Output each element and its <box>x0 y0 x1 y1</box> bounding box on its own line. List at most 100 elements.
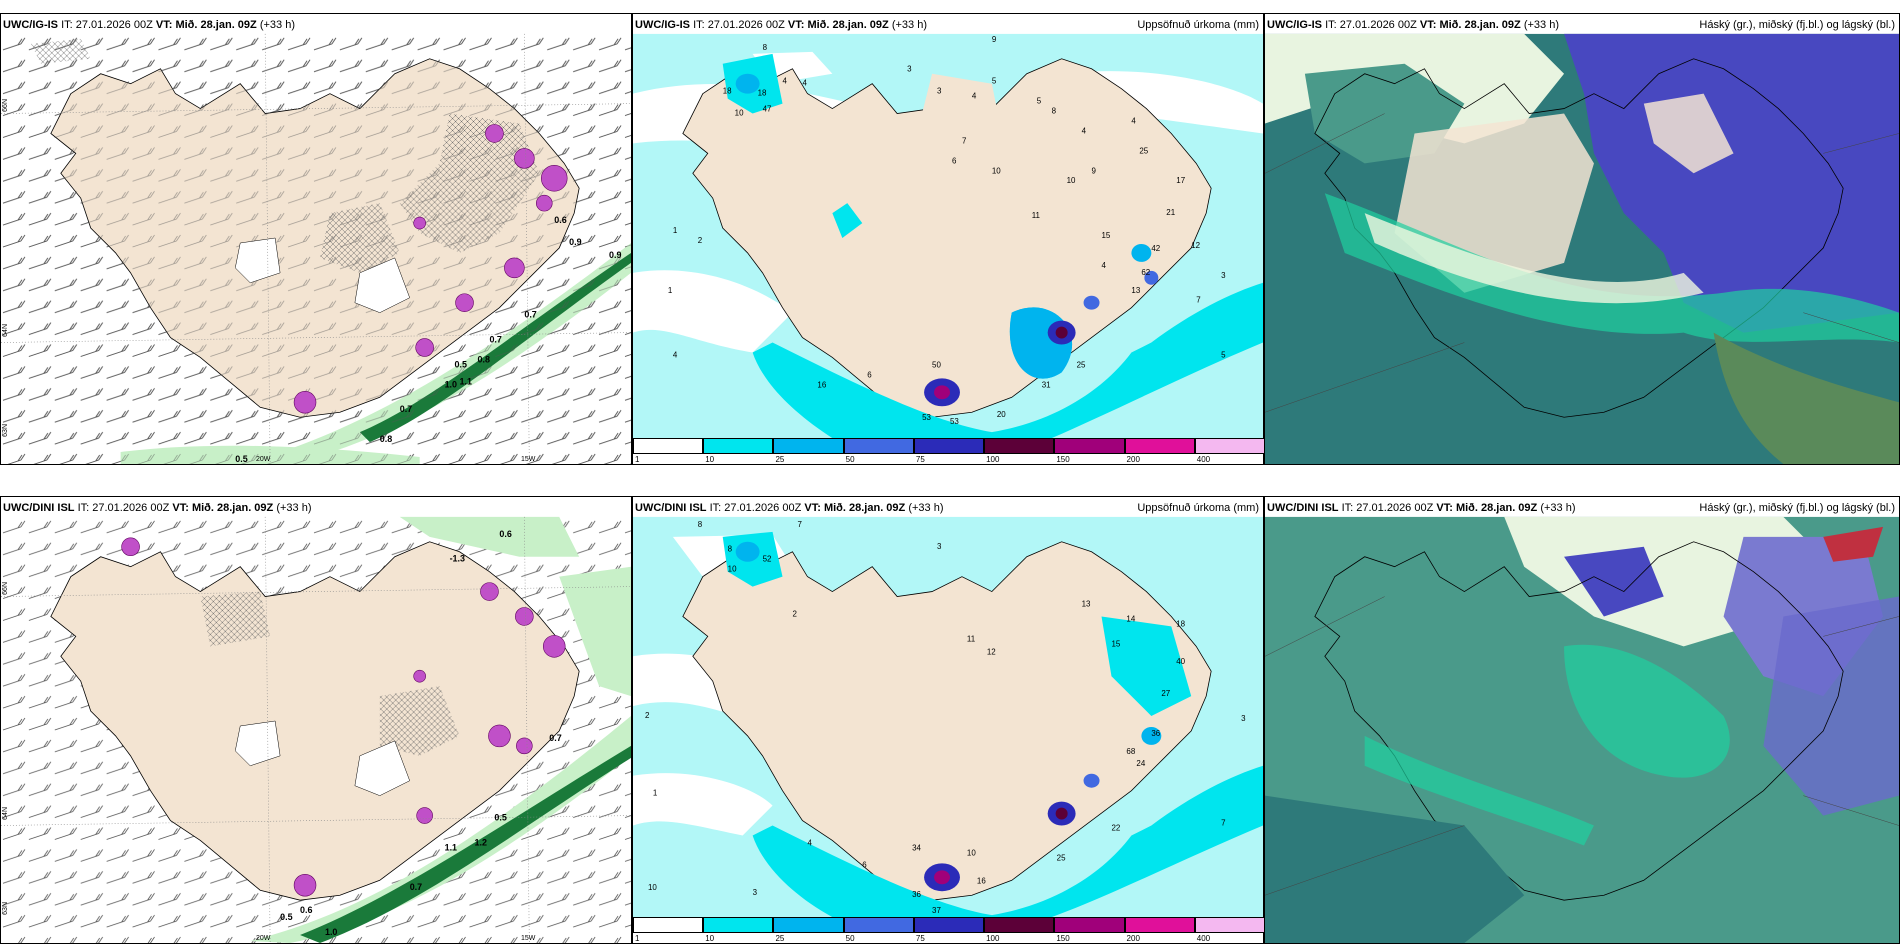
lead-time: (+33 h) <box>1523 19 1559 31</box>
map-bot-right <box>1265 516 1899 943</box>
lead-time: (+33 h) <box>276 502 312 514</box>
colorbar-swatch <box>1194 917 1265 933</box>
lat-label: 64N <box>2 324 9 337</box>
panel-top-left-wind-cape: UWC/IG-IS IT: 27.01.2026 00Z VT: Mið. 28… <box>0 13 632 465</box>
panel-title: Háský (gr.), miðský (fj.bl.) og lágský (… <box>1699 502 1895 514</box>
lon-label: 20W <box>256 935 271 942</box>
lon-label: 20W <box>256 456 271 463</box>
contour-label: 0.7 <box>549 733 561 743</box>
panel-top-mid-precip: UWC/IG-IS IT: 27.01.2026 00Z VT: Mið. 28… <box>632 13 1265 465</box>
colorbar-label: 400 <box>1196 455 1211 464</box>
colorbar-label: 75 <box>915 455 925 464</box>
lon-label: 15W <box>521 456 536 463</box>
valid-time: Mið. 28.jan. 09Z <box>823 502 906 514</box>
precip-colorbar: 1 10 25 50 75 100 150 200 400 <box>633 917 1265 943</box>
panel-header: UWC/DINI ISL IT: 27.01.2026 00Z VT: Mið.… <box>633 499 1263 517</box>
lat-label: 64N <box>2 807 9 820</box>
contour-label: -1.3 <box>450 554 465 564</box>
colorbar-label: 1 <box>635 934 640 943</box>
panel-bot-right-clouds: UWC/DINI ISL IT: 27.01.2026 00Z VT: Mið.… <box>1264 496 1900 944</box>
contour-label: 0.9 <box>569 237 581 247</box>
colorbar-swatch <box>1054 438 1125 454</box>
colorbar-swatch <box>843 917 914 933</box>
lead-time: (+33 h) <box>1540 502 1576 514</box>
contour-label: 1.2 <box>474 837 486 847</box>
colorbar-swatch <box>1194 438 1265 454</box>
contour-label: 0.5 <box>455 359 467 369</box>
valid-time: Mið. 28.jan. 09Z <box>1455 502 1538 514</box>
contour-label: 0.5 <box>494 813 506 823</box>
contour-label: 0.7 <box>489 335 501 345</box>
contour-label: 0.6 <box>499 529 511 539</box>
colorbar-swatch <box>984 438 1055 454</box>
colorbar-swatch <box>773 917 844 933</box>
panel-title: Uppsöfnuð úrkoma (mm) <box>1137 19 1259 31</box>
contour-label: 0.7 <box>400 404 412 414</box>
colorbar-label: 25 <box>775 455 785 464</box>
contour-label: 0.6 <box>554 215 566 225</box>
model-name: UWC/DINI ISL <box>3 502 75 514</box>
colorbar-swatch <box>633 438 704 454</box>
map-bot-left: -1.3 0.6 0.7 0.5 0.7 0.5 0.6 1.1 1.2 1.0 <box>1 516 631 943</box>
valid-time: Mið. 28.jan. 09Z <box>191 502 274 514</box>
contour-label: 0.7 <box>524 310 536 320</box>
panel-bot-left-wind-cape: UWC/DINI ISL IT: 27.01.2026 00Z VT: Mið.… <box>0 496 632 944</box>
contour-label: 0.8 <box>477 354 489 364</box>
contour-label: 1.1 <box>445 842 457 852</box>
panel-title: Uppsöfnuð úrkoma (mm) <box>1137 502 1259 514</box>
contour-label: 0.6 <box>300 905 312 915</box>
model-name: UWC/IG-IS <box>3 19 58 31</box>
init-time: 27.01.2026 00Z <box>75 19 153 31</box>
lon-label: 15W <box>521 935 536 942</box>
lead-time: (+33 h) <box>891 19 927 31</box>
colorbar-swatch <box>703 917 774 933</box>
init-time: 27.01.2026 00Z <box>1356 502 1434 514</box>
model-name: UWC/IG-IS <box>635 19 690 31</box>
colorbar-swatch <box>773 438 844 454</box>
model-name: UWC/IG-IS <box>1267 19 1322 31</box>
colorbar-swatch <box>1124 917 1195 933</box>
colorbar-label: 75 <box>915 934 925 943</box>
colorbar-swatch <box>984 917 1055 933</box>
init-time: 27.01.2026 00Z <box>92 502 170 514</box>
map-top-right <box>1265 33 1899 464</box>
colorbar-label: 50 <box>845 934 855 943</box>
lat-label: 66N <box>2 582 9 595</box>
model-name: UWC/DINI ISL <box>1267 502 1339 514</box>
contour-label: 0.9 <box>609 250 621 260</box>
lead-time: (+33 h) <box>259 19 295 31</box>
panel-bot-mid-precip: UWC/DINI ISL IT: 27.01.2026 00Z VT: Mið.… <box>632 496 1265 944</box>
panel-header: UWC/IG-IS IT: 27.01.2026 00Z VT: Mið. 28… <box>1265 16 1899 34</box>
colorbar-swatch <box>843 438 914 454</box>
contour-label: 1.0 <box>325 927 337 937</box>
map-bot-mid <box>633 516 1263 918</box>
colorbar-swatch <box>913 917 985 933</box>
colorbar-label: 10 <box>705 934 715 943</box>
init-time: 27.01.2026 00Z <box>707 19 785 31</box>
colorbar-label: 50 <box>845 455 855 464</box>
precip-colorbar: 1 10 25 50 75 100 150 200 400 <box>633 438 1265 464</box>
contour-label: 0.5 <box>280 912 292 922</box>
valid-time: Mið. 28.jan. 09Z <box>807 19 889 31</box>
colorbar-label: 1 <box>635 455 640 464</box>
lead-time: (+33 h) <box>908 502 944 514</box>
lat-label: 63N <box>2 424 9 437</box>
panel-header: UWC/IG-IS IT: 27.01.2026 00Z VT: Mið. 28… <box>3 19 295 31</box>
colorbar-label: 150 <box>1056 455 1070 464</box>
colorbar-swatch <box>633 917 704 933</box>
panel-header: UWC/DINI ISL IT: 27.01.2026 00Z VT: Mið.… <box>3 502 312 514</box>
valid-time: Mið. 28.jan. 09Z <box>175 19 257 31</box>
colorbar-label: 10 <box>705 455 715 464</box>
contour-label: 0.7 <box>410 882 422 892</box>
colorbar-label: 400 <box>1196 934 1211 943</box>
colorbar-label: 150 <box>1056 934 1070 943</box>
colorbar-label: 200 <box>1126 455 1140 464</box>
colorbar-swatch <box>1124 438 1195 454</box>
map-top-left: 0.5 0.7 0.8 0.9 0.6 0.7 0.5 0.9 1.0 0.8 … <box>1 33 631 464</box>
lat-label: 66N <box>2 99 9 112</box>
valid-time: Mið. 28.jan. 09Z <box>1439 19 1521 31</box>
map-top-mid <box>633 33 1263 439</box>
lat-label: 63N <box>2 902 9 915</box>
model-name: UWC/DINI ISL <box>635 502 707 514</box>
colorbar-label: 200 <box>1126 934 1140 943</box>
